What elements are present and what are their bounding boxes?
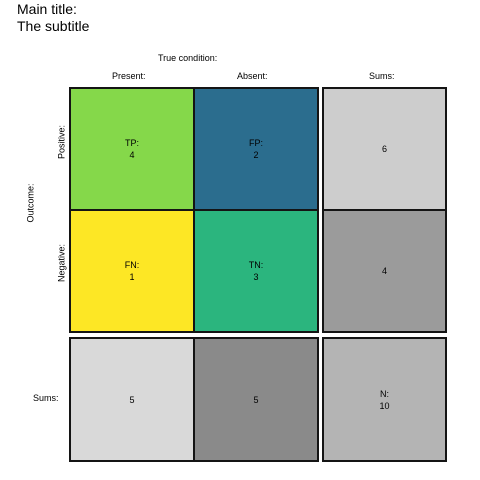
- subtitle: The subtitle: [17, 18, 90, 34]
- cell-true-negative: TN: 3: [193, 209, 319, 333]
- cell-label: FN:: [124, 260, 140, 270]
- cell-value: 5: [253, 394, 259, 405]
- row-label-sums: Sums:: [33, 393, 59, 403]
- cell-value: 3: [253, 272, 259, 282]
- cell-label: N:: [380, 388, 389, 399]
- column-label-present: Present:: [112, 71, 146, 81]
- cell-label: FP:: [248, 138, 263, 148]
- cell-value: 5: [129, 394, 135, 405]
- row-label-negative: Negative:: [56, 243, 67, 283]
- cell-value: 2: [253, 150, 259, 160]
- cell-label: TP:: [124, 138, 139, 148]
- cell-value: 1: [129, 272, 135, 282]
- column-heading: True condition:: [158, 53, 218, 63]
- column-label-sums: Sums:: [369, 71, 395, 81]
- cell-true-positive: TP: 4: [69, 87, 195, 211]
- total-count: N: 10: [322, 337, 447, 462]
- cell-value: 6: [381, 144, 387, 154]
- column-sum-absent: 5: [193, 337, 319, 462]
- column-label-absent: Absent:: [237, 71, 268, 81]
- cell-value: 4: [381, 266, 387, 276]
- row-heading: Outcome:: [25, 183, 36, 223]
- main-title: Main title:: [17, 1, 77, 17]
- cell-false-negative: FN: 1: [69, 209, 195, 333]
- cell-false-positive: FP: 2: [193, 87, 319, 211]
- column-sum-present: 5: [69, 337, 195, 462]
- cell-value: 10: [379, 400, 390, 411]
- row-label-positive: Positive:: [56, 124, 67, 160]
- cell-label: TN:: [248, 260, 264, 270]
- row-sum-negative: 4: [322, 209, 447, 333]
- cell-value: 4: [129, 150, 135, 160]
- row-sum-positive: 6: [322, 87, 447, 211]
